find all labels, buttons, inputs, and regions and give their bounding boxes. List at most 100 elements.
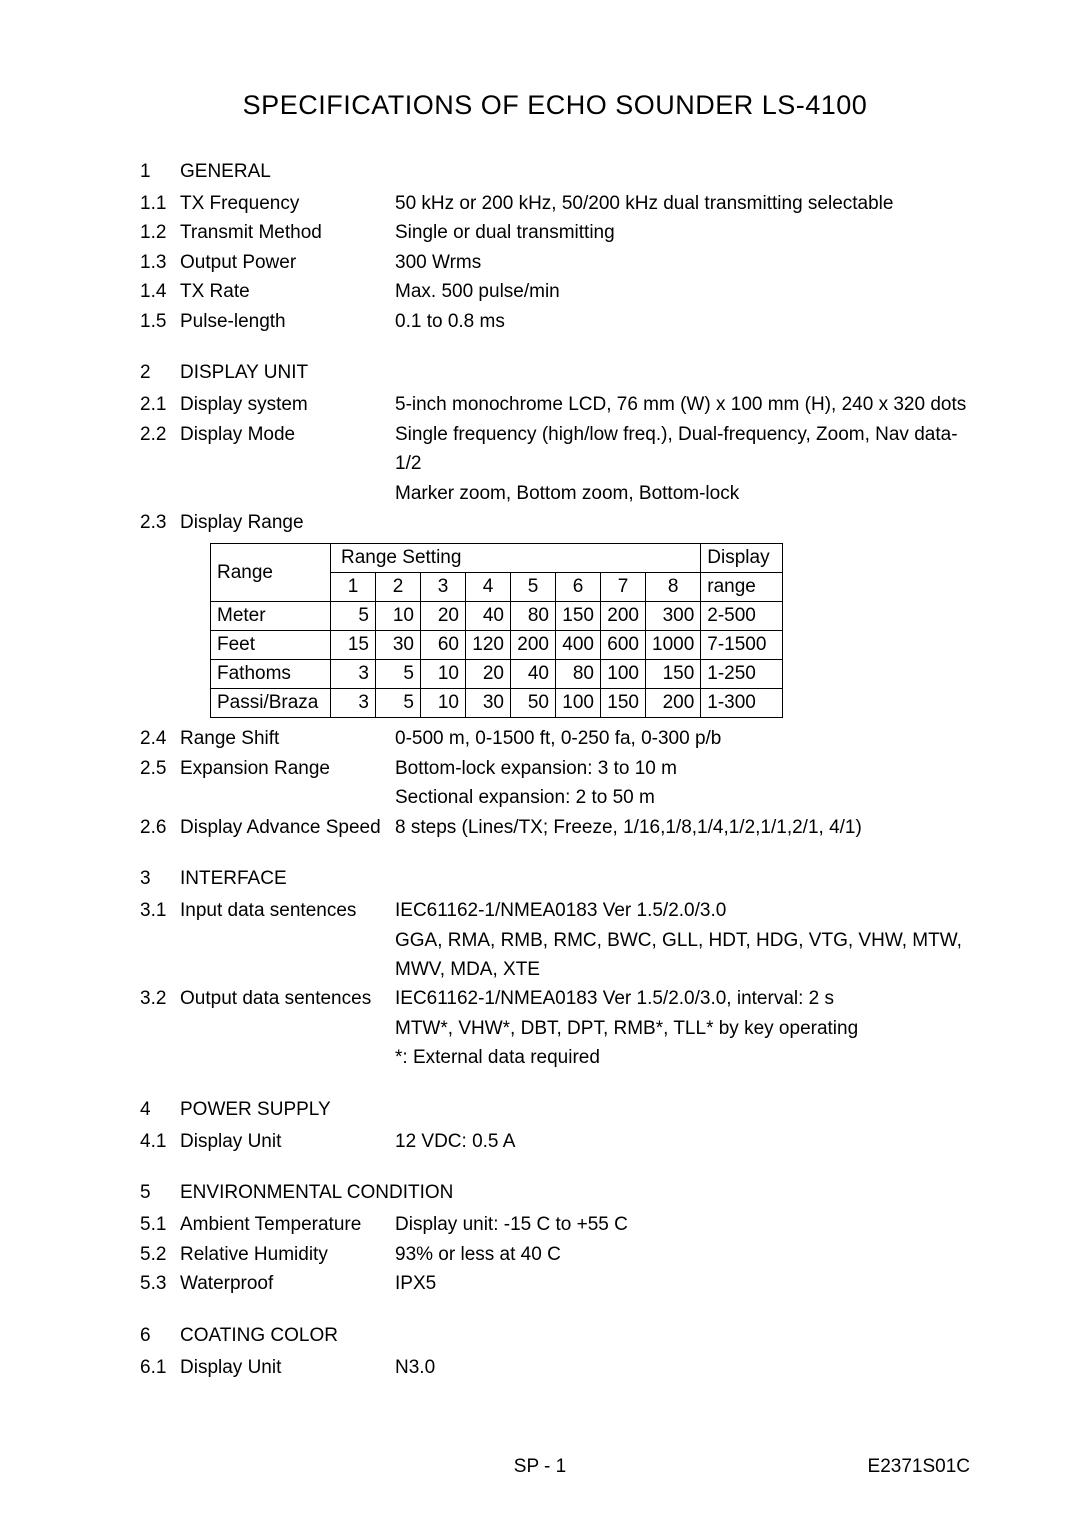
table-col-num: 1 xyxy=(331,573,376,602)
spec-label: Display Advance Speed xyxy=(180,813,395,842)
table-cell: 10 xyxy=(421,689,466,718)
spec-3-2-cont1: MTW*, VHW*, DBT, DPT, RMB*, TLL* by key … xyxy=(395,1014,970,1043)
table-cell: 100 xyxy=(556,689,601,718)
table-cell: 80 xyxy=(556,660,601,689)
table-cell: 1000 xyxy=(646,631,701,660)
section-6-head: 6COATING COLOR xyxy=(140,1325,970,1347)
table-row: Fathoms 3 5 10 20 40 80 100 150 1-250 xyxy=(211,660,783,689)
spec-num: 1.3 xyxy=(140,248,180,277)
spec-1-4: 1.4 TX Rate Max. 500 pulse/min xyxy=(140,277,970,306)
table-cell: 5 xyxy=(376,689,421,718)
table-cell: 3 xyxy=(331,660,376,689)
spec-label: Pulse-length xyxy=(180,307,395,336)
spec-value: 8 steps (Lines/TX; Freeze, 1/16,1/8,1/4,… xyxy=(395,813,970,842)
section-5-head: 5ENVIRONMENTAL CONDITION xyxy=(140,1182,970,1204)
table-unit: Fathoms xyxy=(211,660,331,689)
spec-value: 5-inch monochrome LCD, 76 mm (W) x 100 m… xyxy=(395,390,970,419)
spec-label: Display Mode xyxy=(180,420,395,479)
spec-label: Display Unit xyxy=(180,1353,395,1382)
table-cell: 40 xyxy=(511,660,556,689)
table-col-num: 3 xyxy=(421,573,466,602)
table-disp: 2-500 xyxy=(701,602,783,631)
spec-num: 2.6 xyxy=(140,813,180,842)
table-col-num: 6 xyxy=(556,573,601,602)
section-6-title: COATING COLOR xyxy=(180,1325,338,1346)
spec-value: 12 VDC: 0.5 A xyxy=(395,1127,970,1156)
table-cell: 5 xyxy=(376,660,421,689)
spec-2-5-cont: Sectional expansion: 2 to 50 m xyxy=(395,783,970,812)
spec-label: Range Shift xyxy=(180,724,395,753)
spec-2-6: 2.6 Display Advance Speed 8 steps (Lines… xyxy=(140,813,970,842)
spec-label: Output Power xyxy=(180,248,395,277)
table-cell: 30 xyxy=(376,631,421,660)
spec-value: 50 kHz or 200 kHz, 50/200 kHz dual trans… xyxy=(395,189,970,218)
section-6-num: 6 xyxy=(140,1325,180,1347)
page-footer: SP - 1 E2371S01C xyxy=(0,1456,1080,1478)
table-cell: 200 xyxy=(601,602,646,631)
table-cell: 10 xyxy=(376,602,421,631)
spec-num: 5.3 xyxy=(140,1269,180,1298)
table-disp: 1-300 xyxy=(701,689,783,718)
section-1-title: GENERAL xyxy=(180,161,271,182)
spec-num: 2.3 xyxy=(140,508,180,537)
table-col-num: 8 xyxy=(646,573,701,602)
spec-label: Ambient Temperature xyxy=(180,1210,395,1239)
spec-5-3: 5.3 Waterproof IPX5 xyxy=(140,1269,970,1298)
spec-value: Single frequency (high/low freq.), Dual-… xyxy=(395,420,970,479)
spec-num: 4.1 xyxy=(140,1127,180,1156)
section-3-num: 3 xyxy=(140,868,180,890)
table-cell: 15 xyxy=(331,631,376,660)
table-row: Meter 5 10 20 40 80 150 200 300 2-500 xyxy=(211,602,783,631)
spec-2-5: 2.5 Expansion Range Bottom-lock expansio… xyxy=(140,754,970,783)
section-5-num: 5 xyxy=(140,1182,180,1204)
section-4-head: 4POWER SUPPLY xyxy=(140,1099,970,1121)
table-col-num: 4 xyxy=(466,573,511,602)
table-cell: 20 xyxy=(466,660,511,689)
spec-value: Bottom-lock expansion: 3 to 10 m xyxy=(395,754,970,783)
table-cell: 120 xyxy=(466,631,511,660)
spec-value: IEC61162-1/NMEA0183 Ver 1.5/2.0/3.0 xyxy=(395,896,970,925)
spec-label: Expansion Range xyxy=(180,754,395,783)
spec-label: TX Rate xyxy=(180,277,395,306)
spec-num: 5.1 xyxy=(140,1210,180,1239)
spec-label: Display Unit xyxy=(180,1127,395,1156)
spec-value: 300 Wrms xyxy=(395,248,970,277)
table-cell: 50 xyxy=(511,689,556,718)
spec-1-3: 1.3 Output Power 300 Wrms xyxy=(140,248,970,277)
spec-5-1: 5.1 Ambient Temperature Display unit: -1… xyxy=(140,1210,970,1239)
spec-num: 2.4 xyxy=(140,724,180,753)
page: SPECIFICATIONS OF ECHO SOUNDER LS-4100 1… xyxy=(0,0,1080,1528)
spec-num: 1.5 xyxy=(140,307,180,336)
table-cell: 600 xyxy=(601,631,646,660)
table-col-num: 5 xyxy=(511,573,556,602)
spec-num: 2.5 xyxy=(140,754,180,783)
spec-label: TX Frequency xyxy=(180,189,395,218)
table-cell: 400 xyxy=(556,631,601,660)
table-cell: 150 xyxy=(556,602,601,631)
spec-3-2: 3.2 Output data sentences IEC61162-1/NME… xyxy=(140,984,970,1013)
spec-value: 0.1 to 0.8 ms xyxy=(395,307,970,336)
spec-num: 3.2 xyxy=(140,984,180,1013)
page-title: SPECIFICATIONS OF ECHO SOUNDER LS-4100 xyxy=(140,90,970,121)
spec-4-1: 4.1 Display Unit 12 VDC: 0.5 A xyxy=(140,1127,970,1156)
spec-value: N3.0 xyxy=(395,1353,970,1382)
table-row: Passi/Braza 3 5 10 30 50 100 150 200 1-3… xyxy=(211,689,783,718)
table-header-range2: range xyxy=(701,573,783,602)
table-cell: 200 xyxy=(511,631,556,660)
table-header-range: Range xyxy=(211,544,331,602)
section-5-title: ENVIRONMENTAL CONDITION xyxy=(180,1182,453,1203)
spec-2-1: 2.1 Display system 5-inch monochrome LCD… xyxy=(140,390,970,419)
spec-value: IEC61162-1/NMEA0183 Ver 1.5/2.0/3.0, int… xyxy=(395,984,970,1013)
spec-1-1: 1.1 TX Frequency 50 kHz or 200 kHz, 50/2… xyxy=(140,189,970,218)
table-cell: 40 xyxy=(466,602,511,631)
spec-num: 2.1 xyxy=(140,390,180,419)
table-cell: 200 xyxy=(646,689,701,718)
table-header-display: Display xyxy=(701,544,783,573)
section-3-title: INTERFACE xyxy=(180,868,287,889)
spec-num: 2.2 xyxy=(140,420,180,479)
spec-3-1: 3.1 Input data sentences IEC61162-1/NMEA… xyxy=(140,896,970,925)
spec-value: IPX5 xyxy=(395,1269,970,1298)
spec-value: Max. 500 pulse/min xyxy=(395,277,970,306)
spec-label: Transmit Method xyxy=(180,218,395,247)
table-col-num: 7 xyxy=(601,573,646,602)
